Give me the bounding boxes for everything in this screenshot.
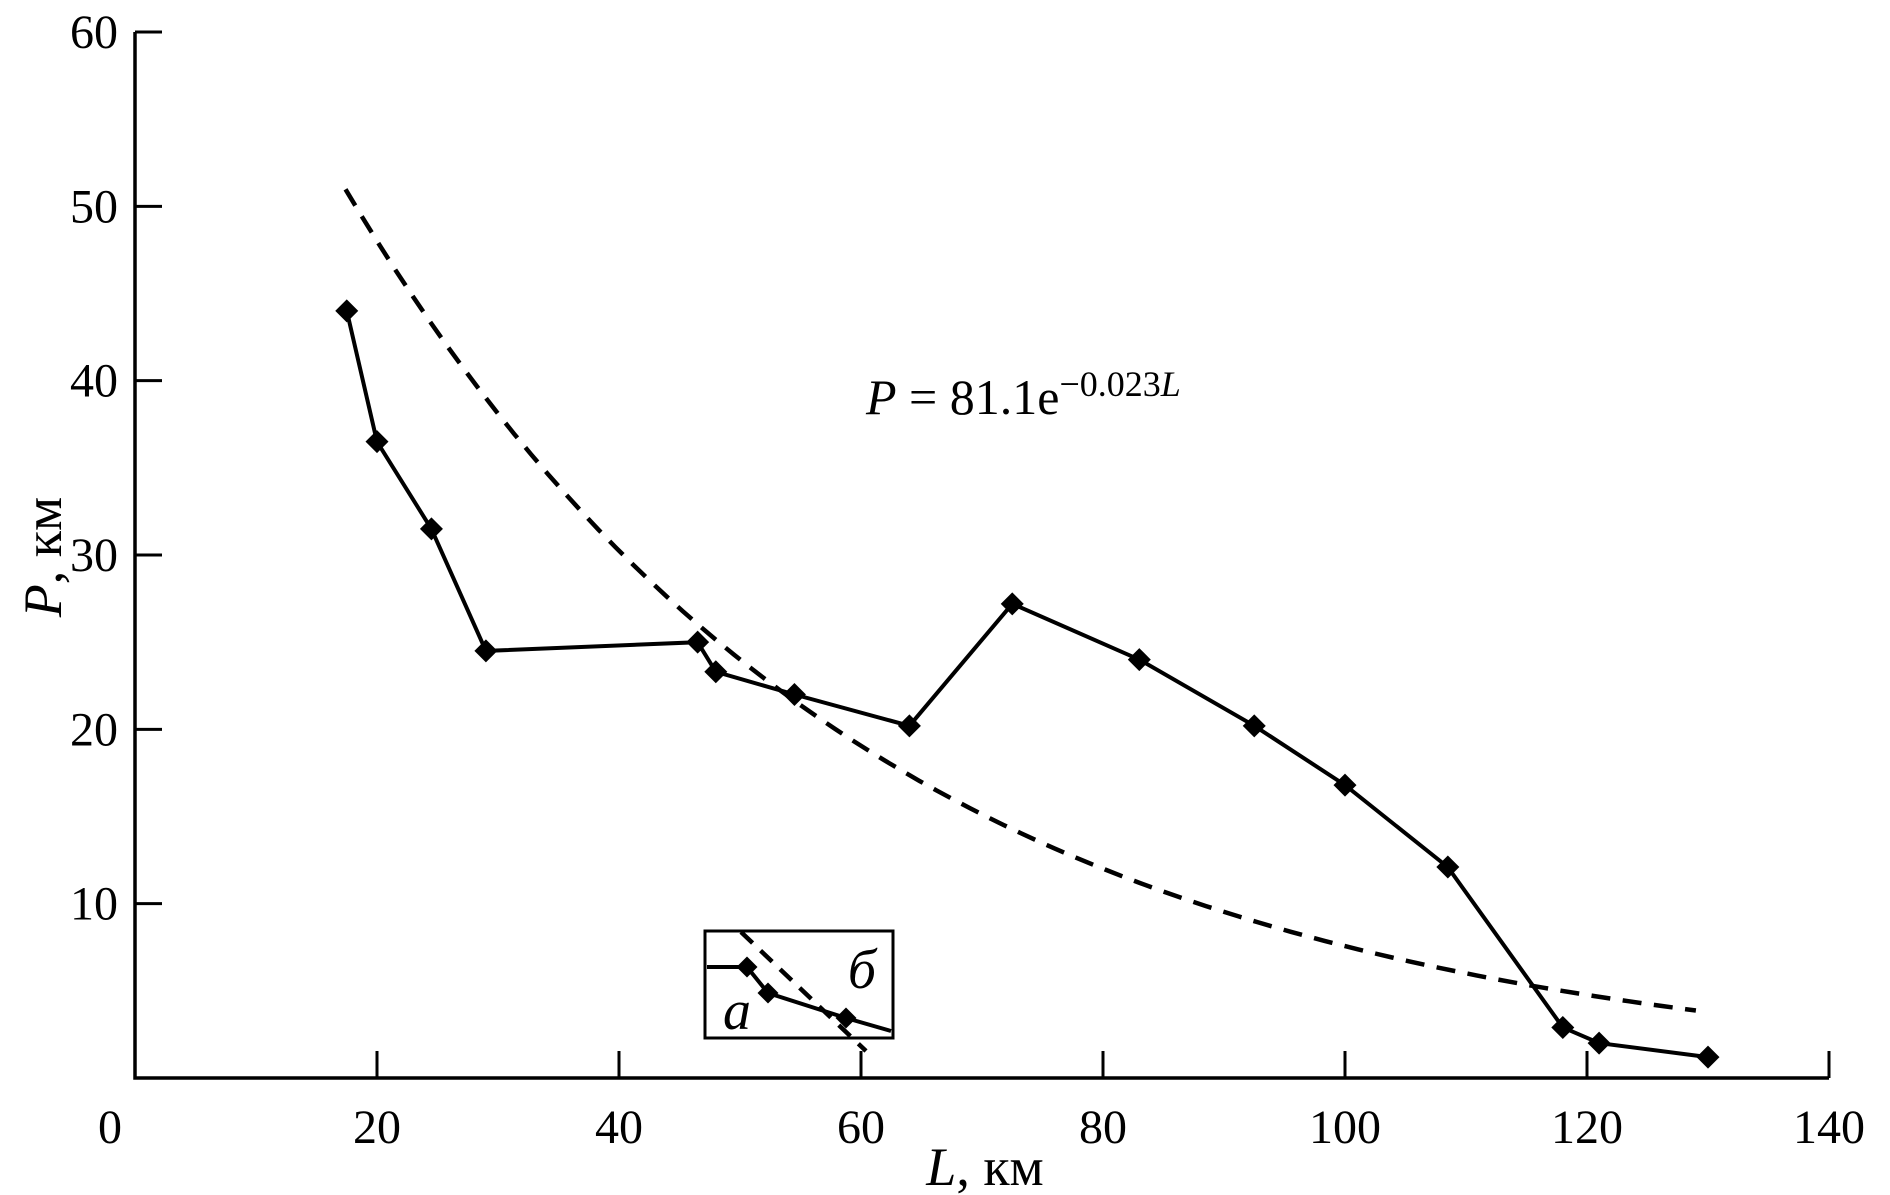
series-a-line xyxy=(344,310,1709,1060)
y-tick-label: 40 xyxy=(70,355,118,408)
y-axis-title-var: P xyxy=(13,584,73,618)
equation-label: P = 81.1e−0.023L xyxy=(866,366,1181,425)
x-tick-label: 20 xyxy=(353,1101,401,1154)
y-axis-title: P, км xyxy=(13,457,76,657)
x-axis-title-unit: , км xyxy=(956,1137,1044,1195)
y-axis-title-unit: , км xyxy=(13,496,73,585)
y-tick-label: 30 xyxy=(70,529,118,582)
series-a-marker xyxy=(1000,592,1024,616)
legend-box xyxy=(703,929,895,1040)
equation-exponent-var: L xyxy=(1160,364,1181,404)
legend-series-a-marker xyxy=(757,982,779,1004)
x-tick-label: 60 xyxy=(837,1101,885,1154)
series-a-marker xyxy=(365,430,389,454)
legend-label-a: а xyxy=(723,980,751,1042)
x-tick-label: 0 xyxy=(98,1101,122,1154)
x-tick-label: 100 xyxy=(1309,1101,1381,1154)
y-tick-label: 10 xyxy=(70,878,118,931)
series-a-marker xyxy=(897,714,921,738)
y-tick-label: 20 xyxy=(70,703,118,756)
series-a-marker xyxy=(782,682,806,706)
series-a-marker xyxy=(1127,648,1151,672)
legend-series-a-marker xyxy=(736,956,758,978)
x-tick-label: 140 xyxy=(1793,1101,1865,1154)
legend-series-a-marker xyxy=(835,1007,857,1029)
legend-series-b-sample xyxy=(739,930,868,1053)
series-a-marker xyxy=(1333,773,1357,797)
x-tick-label: 40 xyxy=(595,1101,643,1154)
x-tick-label: 80 xyxy=(1079,1101,1127,1154)
series-a-marker xyxy=(335,299,359,323)
y-tick-label: 50 xyxy=(70,180,118,233)
y-tick-label: 60 xyxy=(70,6,118,59)
axes-frame xyxy=(133,32,1829,1080)
series-a-marker xyxy=(1696,1045,1720,1069)
series-a-marker xyxy=(474,639,498,663)
x-axis-title-var: L xyxy=(926,1137,957,1195)
x-axis-title: L, км xyxy=(885,1140,1085,1194)
series-a-marker xyxy=(1551,1015,1575,1039)
series-a-marker xyxy=(686,630,710,654)
equation-mid: = 81.1e xyxy=(896,369,1060,425)
series-b-dashed-line xyxy=(343,188,1697,1013)
equation-lhs: P xyxy=(866,369,897,425)
series-a-marker xyxy=(1587,1031,1611,1055)
series-a-marker xyxy=(704,660,728,684)
series-a-marker xyxy=(419,517,443,541)
series-a-marker xyxy=(1242,714,1266,738)
legend-label-b: б xyxy=(847,939,877,1001)
series-a-marker xyxy=(1436,855,1460,879)
x-tick-label: 120 xyxy=(1551,1101,1623,1154)
equation-exponent: −0.023 xyxy=(1059,364,1161,404)
